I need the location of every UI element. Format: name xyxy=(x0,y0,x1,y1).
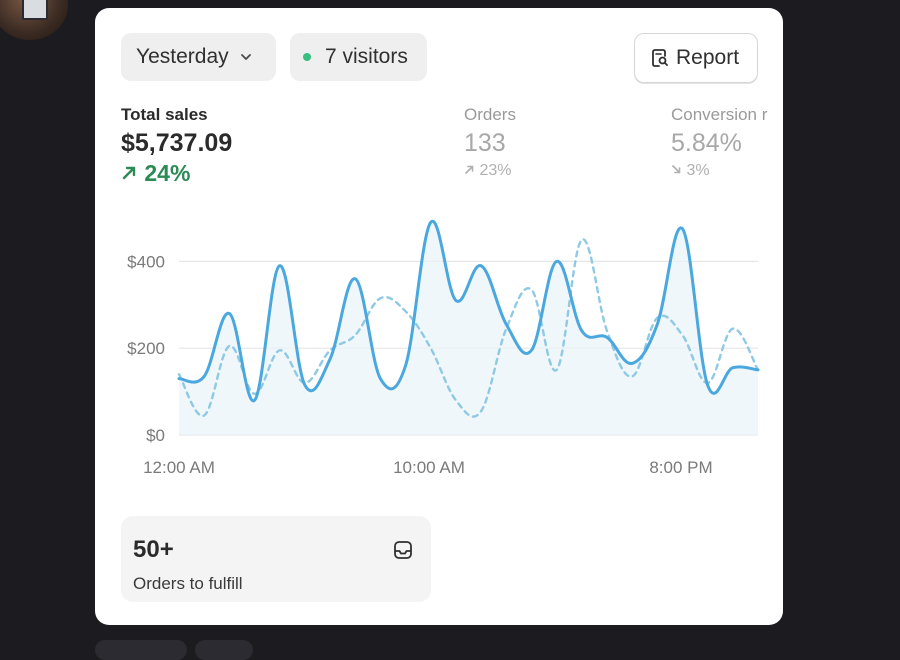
metric-change: 3% xyxy=(671,162,767,180)
x-tick-label: 12:00 AM xyxy=(143,458,215,477)
arrow-down-right-icon xyxy=(672,165,681,174)
metric-label: Conversion r xyxy=(671,105,768,124)
avatar-photo-detail xyxy=(22,0,48,20)
y-tick-label: $0 xyxy=(146,426,165,445)
period-label: Yesterday xyxy=(136,45,229,68)
live-status-dot-icon xyxy=(303,53,311,61)
metric-total-sales[interactable]: Total sales $5,737.09 24% xyxy=(121,105,232,187)
visitors-label: 7 visitors xyxy=(325,45,408,68)
bottom-chip[interactable] xyxy=(95,640,187,660)
metric-conversion-rate[interactable]: Conversion r 5.84% 3% xyxy=(671,105,767,180)
live-visitors-button[interactable]: 7 visitors xyxy=(290,33,427,81)
sales-series-line xyxy=(177,219,760,402)
metric-value: $5,737.09 xyxy=(121,129,233,157)
metric-label: Total sales xyxy=(121,105,208,124)
metric-change-value: 24% xyxy=(144,160,191,186)
metric-change-value: 3% xyxy=(686,162,710,179)
metric-change: 24% xyxy=(121,160,232,187)
x-tick-label: 8:00 PM xyxy=(649,458,712,477)
fulfill-label: Orders to fulfill xyxy=(133,574,243,593)
report-search-icon xyxy=(652,49,668,67)
report-button[interactable]: Report xyxy=(634,33,758,83)
analytics-card: Yesterday 7 visitors Report Total sales … xyxy=(95,8,783,625)
report-label: Report xyxy=(676,46,740,69)
metric-value: 5.84% xyxy=(671,129,742,157)
y-tick-label: $400 xyxy=(127,252,165,271)
sales-line-chart[interactable]: $0 $200 $400 12:00 AM 10:00 AM 8:00 PM xyxy=(95,203,783,493)
metric-orders[interactable]: Orders 133 23% xyxy=(464,105,516,180)
metric-change: 23% xyxy=(464,162,516,180)
period-dropdown[interactable]: Yesterday xyxy=(121,33,276,81)
arrow-up-right-icon xyxy=(465,165,474,174)
series-area-fill xyxy=(179,221,758,435)
user-avatar[interactable] xyxy=(0,0,68,40)
metric-label: Orders xyxy=(464,105,516,124)
bottom-chip[interactable] xyxy=(195,640,253,660)
orders-to-fulfill-card[interactable]: 50+ Orders to fulfill xyxy=(121,516,431,602)
inbox-icon xyxy=(394,541,412,559)
comparison-series-line xyxy=(177,238,760,418)
metric-change-value: 23% xyxy=(479,162,512,179)
x-tick-label: 10:00 AM xyxy=(393,458,465,477)
arrow-up-right-icon xyxy=(122,166,136,180)
chevron-down-icon xyxy=(240,54,251,60)
y-tick-label: $200 xyxy=(127,339,165,358)
metric-value: 133 xyxy=(464,129,506,157)
fulfill-count: 50+ xyxy=(133,536,174,563)
